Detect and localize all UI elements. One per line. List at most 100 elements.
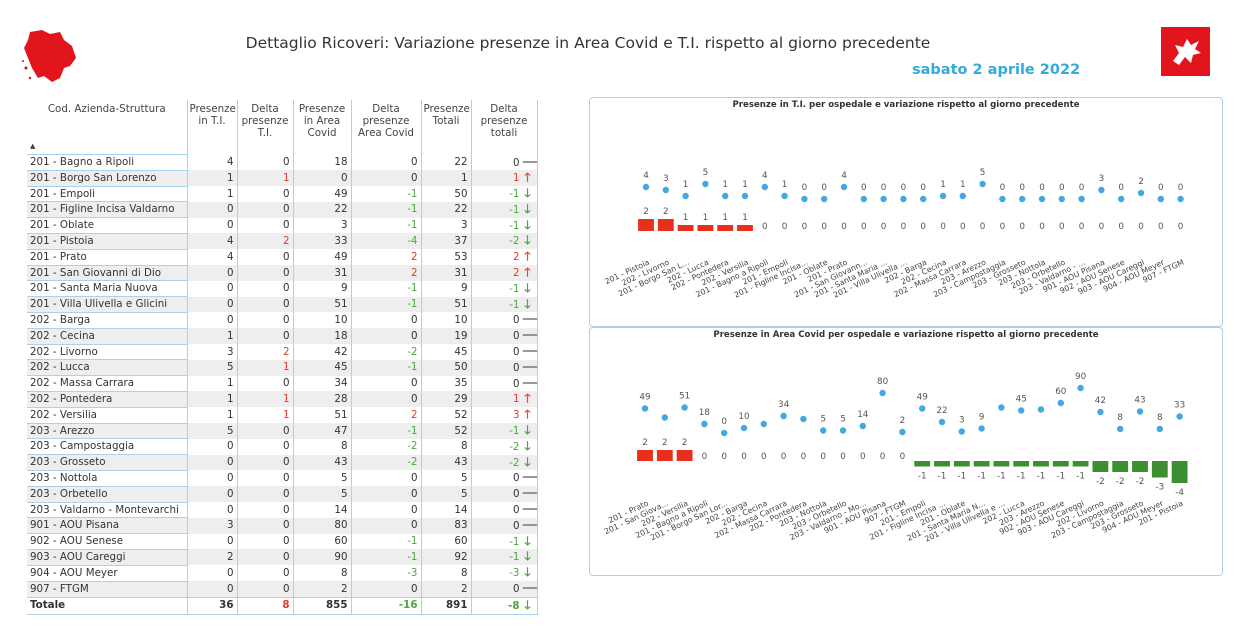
chart-bar[interactable] [677, 225, 694, 231]
chart-point[interactable] [1037, 406, 1045, 413]
chart-point[interactable] [722, 192, 729, 200]
chart-point[interactable] [760, 420, 767, 428]
chart-point[interactable] [721, 429, 728, 437]
chart-point[interactable] [880, 195, 887, 203]
chart-bar[interactable] [953, 461, 970, 467]
col-header-ti[interactable]: Presenze in T.I. [187, 100, 238, 155]
chart-point[interactable] [920, 195, 927, 203]
chart-point[interactable] [879, 389, 886, 397]
chart-point[interactable] [839, 427, 847, 434]
chart-point[interactable] [681, 404, 688, 411]
chart-point[interactable] [1038, 195, 1046, 203]
table-row[interactable]: 201 - Pistoia 4 2 33 -4 37 -2 🡓 [27, 232, 538, 250]
col-header-totali[interactable]: Presenze Totali [421, 100, 472, 155]
chart-bar[interactable] [637, 450, 653, 461]
chart-bar[interactable] [1112, 461, 1129, 472]
chart-point[interactable] [661, 414, 668, 421]
chart-point[interactable] [801, 195, 808, 203]
chart-point[interactable] [1057, 399, 1064, 407]
chart-bar[interactable] [1151, 461, 1168, 478]
chart-point[interactable] [1156, 425, 1163, 433]
chart-point[interactable] [800, 415, 807, 423]
table-row[interactable]: 201 - Santa Maria Nuova 0 0 9 -1 9 -1 🡓 [27, 280, 538, 297]
chart-point[interactable] [939, 192, 947, 200]
table-row[interactable]: 201 - Empoli 1 0 49 -1 50 -1 🡓 [27, 185, 538, 202]
chart-point[interactable] [820, 427, 827, 434]
chart-point[interactable] [999, 195, 1006, 203]
chart-bar[interactable] [638, 219, 654, 231]
chart-point[interactable] [1097, 408, 1104, 416]
chart-point[interactable] [821, 195, 828, 203]
chart-point[interactable] [958, 428, 965, 435]
sort-asc-icon[interactable]: ▲ [30, 142, 36, 150]
table-row[interactable]: 902 - AOU Senese 0 0 60 -1 60 -1 🡓 [27, 533, 538, 550]
table-row[interactable]: 201 - Borgo San Lorenzo 1 1 0 0 1 1 🡑 [27, 169, 538, 187]
col-header-delta-ti[interactable]: Delta presenze T.I. [237, 100, 294, 155]
table-total-row[interactable]: Totale 36 8 855 -16 891 -8 🡓 [27, 596, 538, 615]
chart-bar[interactable] [934, 461, 950, 467]
chart-bar[interactable] [1132, 461, 1148, 472]
table-row[interactable]: 201 - San Giovanni di Dio 0 0 31 2 31 2 🡑 [27, 264, 538, 281]
chart-point[interactable] [1078, 195, 1085, 203]
chart-point[interactable] [919, 405, 926, 412]
chart-bar[interactable] [1033, 461, 1049, 467]
chart-point[interactable] [761, 183, 768, 191]
table-row[interactable]: 904 - AOU Meyer 0 0 8 -3 8 -3 🡓 [27, 564, 538, 582]
chart-bar[interactable] [1013, 461, 1030, 467]
chart-point[interactable] [1098, 186, 1105, 194]
chart-bar[interactable] [1171, 461, 1188, 483]
chart-point[interactable] [1176, 413, 1183, 420]
chart-point[interactable] [1137, 189, 1145, 197]
chart-bar[interactable] [1052, 461, 1069, 467]
chart-point[interactable] [840, 183, 848, 191]
chart-bar[interactable] [697, 225, 714, 231]
chart-bar[interactable] [717, 225, 734, 231]
chart-point[interactable] [900, 195, 907, 203]
chart-point[interactable] [859, 422, 866, 430]
chart-point[interactable] [899, 428, 906, 436]
chart-point[interactable] [860, 195, 867, 203]
chart-point[interactable] [740, 424, 748, 432]
table-row[interactable]: 202 - Pontedera 1 1 28 0 29 1 🡑 [27, 390, 538, 408]
table-row[interactable]: 203 - Arezzo 5 0 47 -1 52 -1 🡓 [27, 422, 538, 439]
chart-bar[interactable] [657, 219, 674, 231]
table-row[interactable]: 201 - Oblate 0 0 3 -1 3 -1 🡓 [27, 217, 538, 234]
chart-point[interactable] [1058, 195, 1065, 203]
chart-point[interactable] [780, 412, 787, 420]
chart-point[interactable] [1157, 195, 1164, 203]
col-header-area-covid[interactable]: Presenze in Area Covid [293, 100, 352, 155]
chart-point[interactable] [662, 186, 669, 194]
chart-point[interactable] [978, 425, 985, 432]
chart-point[interactable] [1118, 195, 1125, 203]
chart-bar[interactable] [737, 225, 753, 231]
col-header-delta-totali[interactable]: Delta presenze totali [471, 100, 538, 155]
chart-point[interactable] [1018, 407, 1025, 414]
chart-point[interactable] [1136, 408, 1144, 415]
chart-bar[interactable] [656, 450, 673, 461]
chart-point[interactable] [701, 420, 708, 428]
table-row[interactable]: 203 - Grosseto 0 0 43 -2 43 -2 🡓 [27, 454, 538, 471]
chart-point[interactable] [741, 192, 749, 200]
table-row[interactable]: 201 - Figline Incisa Valdarno 0 0 22 -1 22 -1 🡓 [27, 201, 538, 218]
col-header-delta-area-covid[interactable]: Delta presenze Area Covid [351, 100, 422, 155]
chart-point[interactable] [998, 404, 1005, 411]
chart-point[interactable] [682, 192, 689, 200]
table-row[interactable]: 201 - Villa Ulivella e Glicini 0 0 51 -1 51 -1… [27, 296, 538, 313]
chart-bar[interactable] [993, 461, 1010, 467]
col-header-structure[interactable]: Cod. Azienda-Struttura ▲ [27, 100, 188, 155]
table-row[interactable]: 202 - Versilia 1 1 51 2 52 3 🡑 [27, 406, 538, 424]
chart-point[interactable] [938, 418, 946, 426]
table-row[interactable]: 903 - AOU Careggi 2 0 90 -1 92 -1 🡓 [27, 548, 538, 566]
chart-bar[interactable] [1092, 461, 1109, 472]
chart-point[interactable] [702, 180, 709, 188]
chart-point[interactable] [1177, 195, 1184, 203]
